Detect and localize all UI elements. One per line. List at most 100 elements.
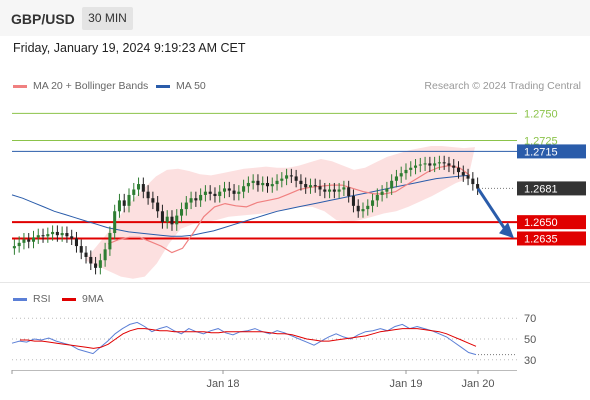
candle-body (418, 164, 422, 166)
legend-ma50-swatch (156, 84, 170, 88)
rsi-tick-70: 70 (524, 313, 536, 325)
level-label-1.2750: 1.2750 (524, 108, 558, 120)
candle-body (79, 246, 83, 253)
candle-body (51, 231, 55, 235)
rsi-tick-30: 30 (524, 355, 536, 367)
x-tick-Jan-18: Jan 18 (206, 378, 239, 390)
candles (12, 155, 480, 275)
candle-body (70, 236, 74, 239)
candle-body (180, 209, 184, 216)
candle-body (433, 163, 437, 166)
candle-body (170, 216, 174, 225)
candle-body (36, 235, 40, 238)
candle-body (189, 198, 193, 203)
level-label-1.2650: 1.2650 (524, 217, 558, 229)
candle-body (74, 238, 78, 247)
candle-body (194, 198, 198, 201)
candle-body (203, 191, 207, 195)
ma20-line (107, 164, 471, 254)
candle-body (313, 185, 317, 187)
legend-rsi-label: RSI (33, 293, 51, 305)
candle-body (361, 209, 365, 212)
candle-body (471, 178, 475, 185)
candle-body (308, 185, 312, 188)
candle-body (41, 235, 45, 237)
candle-body (294, 176, 298, 181)
level-label-1.2715: 1.2715 (524, 146, 558, 158)
candle-body (156, 202, 160, 212)
candle-body (137, 184, 141, 190)
level-tag-1.2715 (517, 144, 586, 159)
legend-ma50-label: MA 50 (176, 80, 206, 92)
legend-rsi-ma-label: 9MA (82, 293, 104, 305)
rsi-tick-50: 50 (524, 334, 536, 346)
candle-body (27, 239, 31, 242)
candle-body (132, 189, 136, 195)
x-tick-Jan-20: Jan 20 (461, 378, 494, 390)
candle-body (476, 184, 480, 189)
candle-body (213, 193, 217, 197)
candle-body (442, 162, 446, 164)
header-bar: GBP/USD 30 MIN (0, 0, 590, 36)
candle-body (108, 233, 112, 250)
candle-body (428, 163, 432, 166)
candle-body (232, 190, 236, 194)
candle-body (351, 196, 355, 206)
candle-body (31, 237, 36, 242)
candle-body (285, 175, 289, 179)
level-tag-1.2681 (517, 181, 586, 196)
candle-body (332, 189, 336, 192)
candle-body (299, 180, 303, 185)
legend-rsi: RSI (13, 293, 51, 305)
candle-body (409, 167, 413, 170)
candle-body (323, 189, 327, 192)
candle-body (218, 191, 222, 197)
x-tick-Jan-19: Jan 19 (389, 378, 422, 390)
candle-body (318, 186, 322, 190)
legend-rsi-swatch (13, 297, 27, 301)
candle-body (447, 163, 451, 166)
level-tag-1.2635 (517, 231, 586, 246)
candle-body (414, 165, 418, 168)
candle-body (261, 182, 265, 186)
legend-ma20-swatch (13, 84, 27, 88)
candle-body (165, 216, 169, 223)
candle-body (437, 162, 441, 164)
candle-body (270, 184, 274, 187)
candle-body (94, 263, 98, 268)
candle-body (342, 187, 346, 190)
level-label-1.2681: 1.2681 (524, 183, 558, 195)
candle-body (256, 180, 260, 186)
candle-body (199, 194, 203, 201)
candle-body (337, 189, 341, 192)
credit-label: Research © 2024 Trading Central (424, 80, 581, 92)
candle-body (371, 200, 375, 206)
candle-body (275, 180, 279, 185)
candle-body (242, 186, 246, 192)
candle-body (265, 182, 270, 187)
bollinger-band (85, 146, 475, 279)
candle-body (60, 233, 64, 236)
candle-body (347, 187, 351, 197)
legend-ma20: MA 20 + Bollinger Bands (13, 80, 148, 92)
candle-body (84, 252, 88, 257)
legend-rsi-ma: 9MA (62, 293, 104, 305)
candle-body (208, 191, 212, 194)
level-label-1.2635: 1.2635 (524, 233, 558, 245)
candle-body (423, 163, 427, 165)
candle-body (98, 260, 102, 268)
candle-body (452, 165, 456, 168)
candle-body (175, 215, 179, 225)
candle-body (12, 246, 16, 249)
candle-body (237, 191, 241, 194)
candle-body (399, 173, 403, 177)
candle-body (394, 176, 398, 181)
candle-body (113, 211, 117, 234)
forecast-arrow-head (499, 222, 514, 239)
candle-body (251, 180, 255, 183)
timeframe-button[interactable]: 30 MIN (82, 7, 133, 30)
candle-body (146, 191, 150, 199)
rsi-ma-line (20, 328, 477, 349)
candle-body (456, 167, 461, 173)
